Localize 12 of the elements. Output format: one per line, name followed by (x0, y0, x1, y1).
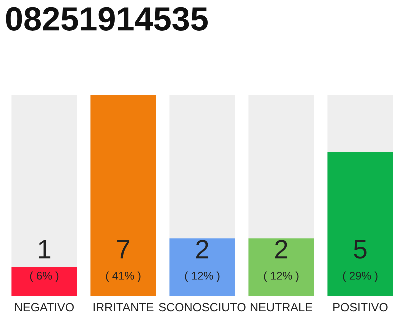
data-label: 7 ( 41% ) (106, 240, 141, 282)
bar (12, 267, 78, 296)
x-tick-label: NEGATIVO (15, 303, 74, 312)
chart-title: 08251914535 (6, 7, 208, 31)
data-label: 5 ( 29% ) (343, 240, 378, 282)
data-label: 2 ( 12% ) (264, 240, 299, 282)
x-tick-label: IRRITANTE (94, 303, 154, 312)
data-label: 1 ( 6% ) (30, 240, 59, 282)
x-tick-label: NEUTRALE (250, 303, 312, 312)
data-label: 2 ( 12% ) (185, 240, 220, 282)
x-tick-label: SCONOSCIUTO (159, 303, 246, 312)
x-tick-label: POSITIVO (334, 303, 388, 312)
